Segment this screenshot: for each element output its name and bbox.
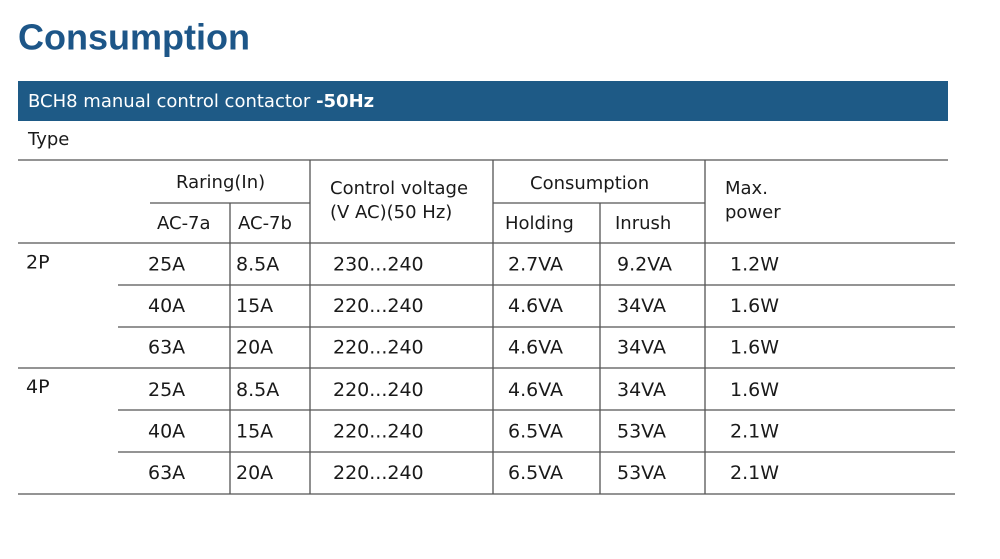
header-consumption: Consumption bbox=[530, 173, 649, 194]
header-max-power: Max. bbox=[725, 178, 768, 199]
cell: 1.2W bbox=[730, 254, 779, 276]
cell: 34VA bbox=[617, 379, 666, 401]
group-label: 2P bbox=[26, 252, 50, 274]
type-label: Type bbox=[27, 129, 69, 150]
cell: 20A bbox=[236, 337, 273, 359]
header-holding: Holding bbox=[505, 213, 574, 234]
cell: 40A bbox=[148, 295, 185, 317]
banner-bold: -50Hz bbox=[316, 91, 374, 112]
table-lines bbox=[18, 159, 955, 495]
banner bbox=[18, 81, 948, 121]
banner-text: BCH8 manual control contactor -50Hz bbox=[28, 91, 374, 112]
cell: 2.1W bbox=[730, 421, 779, 443]
cell: 8.5A bbox=[236, 379, 279, 401]
cell: 53VA bbox=[617, 421, 666, 443]
header-max-power: power bbox=[725, 202, 781, 223]
header-rating: Raring(In) bbox=[176, 172, 265, 193]
cell: 220...240 bbox=[333, 337, 424, 359]
cell: 6.5VA bbox=[508, 462, 563, 484]
cell: 4.6VA bbox=[508, 295, 563, 317]
cell: 230...240 bbox=[333, 254, 424, 276]
cell: 20A bbox=[236, 462, 273, 484]
cell: 8.5A bbox=[236, 254, 279, 276]
cell: 25A bbox=[148, 379, 185, 401]
cell: 4.6VA bbox=[508, 337, 563, 359]
cell: 34VA bbox=[617, 337, 666, 359]
cell: 63A bbox=[148, 337, 185, 359]
cell: 34VA bbox=[617, 295, 666, 317]
header-voltage: (V AC)(50 Hz) bbox=[330, 202, 452, 223]
cell: 2.1W bbox=[730, 462, 779, 484]
header-ac7b: AC-7b bbox=[238, 213, 292, 234]
title: Consumption bbox=[18, 17, 250, 58]
header-ac7a: AC-7a bbox=[157, 213, 211, 234]
cell: 4.6VA bbox=[508, 379, 563, 401]
banner-label: BCH8 manual control contactor bbox=[28, 91, 316, 112]
cell: 15A bbox=[236, 421, 273, 443]
cell: 63A bbox=[148, 462, 185, 484]
cell: 220...240 bbox=[333, 379, 424, 401]
cell: 6.5VA bbox=[508, 421, 563, 443]
group-label: 4P bbox=[26, 376, 50, 398]
header-inrush: Inrush bbox=[615, 213, 671, 234]
cell: 220...240 bbox=[333, 462, 424, 484]
cell: 220...240 bbox=[333, 421, 424, 443]
cell: 220...240 bbox=[333, 295, 424, 317]
cell: 53VA bbox=[617, 462, 666, 484]
cell: 9.2VA bbox=[617, 254, 672, 276]
cell: 1.6W bbox=[730, 295, 779, 317]
header-voltage: Control voltage bbox=[330, 178, 468, 199]
cell: 1.6W bbox=[730, 337, 779, 359]
cell: 1.6W bbox=[730, 379, 779, 401]
cell: 2.7VA bbox=[508, 254, 563, 276]
cell: 25A bbox=[148, 254, 185, 276]
cell: 15A bbox=[236, 295, 273, 317]
cell: 40A bbox=[148, 421, 185, 443]
